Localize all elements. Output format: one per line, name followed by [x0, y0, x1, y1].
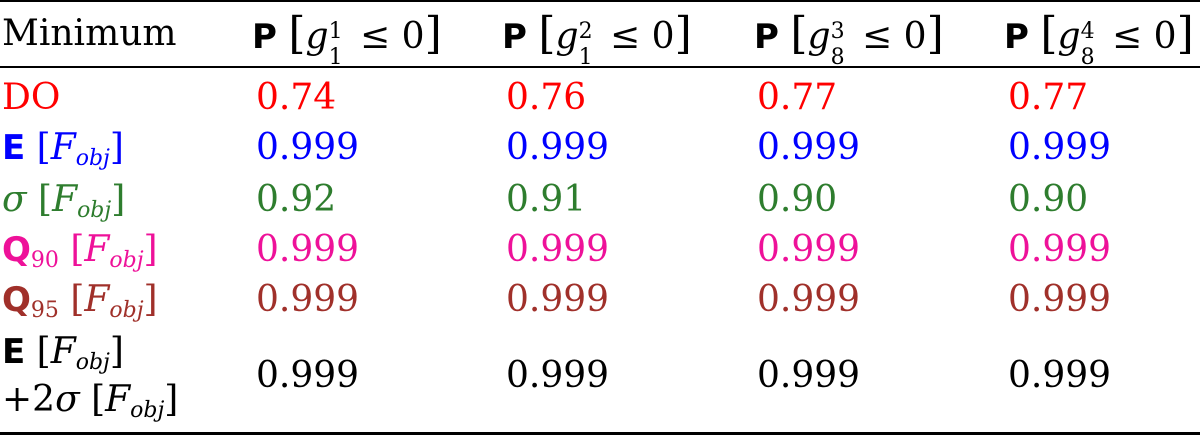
row-std-value-3: 0.90 [757, 179, 838, 220]
row-std-label: σ [Fobj] [2, 179, 126, 223]
row-mean-value-2: 0.999 [506, 127, 610, 168]
row-std-value-2: 0.91 [506, 179, 587, 220]
row-mean-value-4: 0.999 [1008, 127, 1112, 168]
row-combined-label-line1: E [Fobj] [2, 331, 124, 375]
header-prob-g1-2: P [g 2 1 ≤ 0] [502, 8, 692, 71]
row-q90-value-1: 0.999 [256, 229, 360, 270]
header-rule [0, 66, 1200, 68]
row-q90-value-3: 0.999 [757, 229, 861, 270]
row-mean-value-3: 0.999 [757, 127, 861, 168]
row-combined-value-2: 0.999 [506, 355, 610, 396]
header-prob-g8-3: P [g 3 8 ≤ 0] [754, 8, 944, 71]
row-std-value-1: 0.92 [256, 179, 337, 220]
row-std-value-4: 0.90 [1008, 179, 1089, 220]
row-q90-label: Q90 [Fobj] [2, 229, 158, 273]
row-combined-value-4: 0.999 [1008, 355, 1112, 396]
row-do-value-3: 0.77 [757, 77, 838, 118]
top-rule [0, 0, 1200, 2]
row-combined-value-1: 0.999 [256, 355, 360, 396]
row-q95-value-3: 0.999 [757, 279, 861, 320]
bottom-rule [0, 432, 1200, 435]
row-do-value-1: 0.74 [256, 77, 337, 118]
row-q90-value-4: 0.999 [1008, 229, 1112, 270]
row-mean-label: E [Fobj] [2, 127, 124, 171]
row-combined-value-3: 0.999 [757, 355, 861, 396]
row-do-value-4: 0.77 [1008, 77, 1089, 118]
row-q95-value-4: 0.999 [1008, 279, 1112, 320]
row-q95-label: Q95 [Fobj] [2, 279, 158, 323]
header-prob-g1-1: P [g 1 1 ≤ 0] [252, 8, 442, 71]
header-prob-g8-4: P [g 4 8 ≤ 0] [1004, 8, 1194, 71]
row-mean-value-1: 0.999 [256, 127, 360, 168]
row-do-value-2: 0.76 [506, 77, 587, 118]
header-minimum: Minimum [2, 13, 177, 54]
row-q95-value-1: 0.999 [256, 279, 360, 320]
row-q90-value-2: 0.999 [506, 229, 610, 270]
row-combined-label-line2: +2σ [Fobj] [2, 379, 179, 423]
row-do-label: DO [2, 77, 61, 118]
row-q95-value-2: 0.999 [506, 279, 610, 320]
